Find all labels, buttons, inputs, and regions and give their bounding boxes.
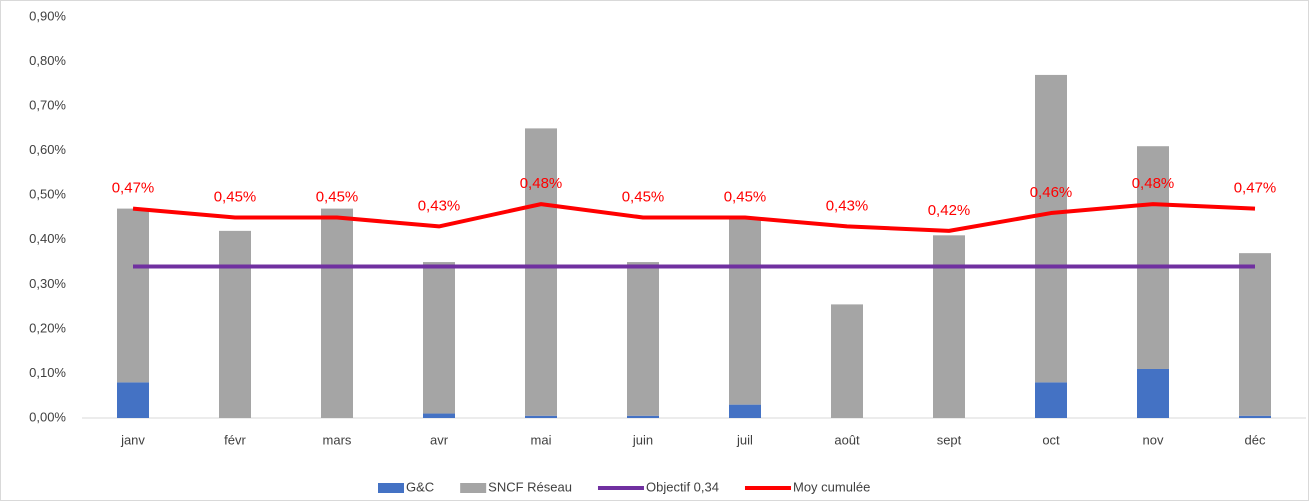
bar-segment — [627, 262, 659, 416]
data-label: 0,43% — [826, 197, 869, 214]
legend-label: SNCF Réseau — [488, 479, 572, 494]
bar-segment — [1035, 382, 1067, 418]
bar-segment — [627, 415, 659, 418]
x-tick-label: avr — [430, 432, 449, 447]
data-label: 0,45% — [724, 188, 767, 205]
data-label: 0,45% — [316, 188, 359, 205]
bar-segment — [423, 413, 455, 418]
data-label: 0,47% — [1234, 180, 1277, 197]
x-tick-label: oct — [1042, 432, 1060, 447]
legend-swatch — [460, 483, 487, 493]
data-label: 0,48% — [1132, 175, 1175, 192]
bar-segment — [219, 230, 251, 418]
bar-segment — [1137, 146, 1169, 369]
x-tick-label: sept — [937, 432, 962, 447]
y-tick-label: 0,10% — [29, 365, 66, 380]
y-tick-label: 0,40% — [29, 231, 66, 246]
y-tick-label: 0,90% — [29, 8, 66, 23]
legend-label: Objectif 0,34 — [646, 479, 719, 494]
bar-segment — [1239, 415, 1271, 418]
bar-segment — [1137, 368, 1169, 418]
bar-segment — [525, 128, 557, 416]
y-tick-label: 0,00% — [29, 409, 66, 424]
x-tick-label: mars — [323, 432, 352, 447]
bar-segment — [831, 304, 863, 418]
bar-segment — [933, 235, 965, 418]
data-label: 0,42% — [928, 202, 971, 219]
y-tick-label: 0,50% — [29, 187, 66, 202]
x-tick-label: août — [834, 432, 860, 447]
bar-segment — [525, 415, 557, 418]
x-tick-label: déc — [1245, 432, 1266, 447]
bar-segment — [117, 382, 149, 418]
data-label: 0,45% — [622, 188, 665, 205]
data-label: 0,45% — [214, 188, 257, 205]
legend-swatch — [378, 483, 404, 493]
data-label: 0,47% — [112, 180, 155, 197]
bar-segment — [321, 208, 353, 418]
line-series — [132, 202, 1256, 233]
y-tick-label: 0,30% — [29, 276, 66, 291]
x-tick-label: juin — [632, 432, 653, 447]
legend-label: G&C — [406, 479, 434, 494]
legend-label: Moy cumulée — [793, 479, 870, 494]
data-label: 0,46% — [1030, 184, 1073, 201]
x-tick-label: mai — [531, 432, 552, 447]
bar-segment — [423, 262, 455, 414]
x-tick-label: nov — [1143, 432, 1164, 447]
data-label: 0,43% — [418, 197, 461, 214]
bar-segment — [1035, 74, 1067, 383]
bar-segment — [729, 217, 761, 405]
x-tick-label: juil — [736, 432, 753, 447]
y-tick-label: 0,70% — [29, 98, 66, 113]
x-tick-label: janv — [120, 432, 145, 447]
y-tick-label: 0,80% — [29, 53, 66, 68]
y-tick-label: 0,20% — [29, 320, 66, 335]
data-label: 0,48% — [520, 175, 563, 192]
bar-segment — [729, 404, 761, 418]
y-tick-label: 0,60% — [29, 142, 66, 157]
x-tick-label: févr — [224, 432, 246, 447]
bar-segment — [117, 208, 149, 383]
bar-segment — [1239, 253, 1271, 416]
